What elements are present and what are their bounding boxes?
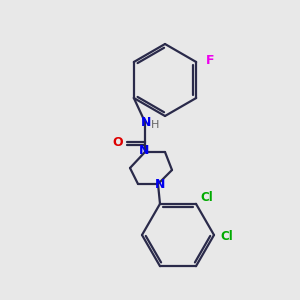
Text: Cl: Cl [200, 191, 213, 204]
Text: H: H [151, 120, 159, 130]
Text: N: N [155, 178, 165, 191]
Text: N: N [139, 143, 149, 157]
Text: Cl: Cl [220, 230, 233, 244]
Text: O: O [113, 136, 123, 148]
Text: F: F [206, 53, 215, 67]
Text: N: N [141, 116, 151, 130]
